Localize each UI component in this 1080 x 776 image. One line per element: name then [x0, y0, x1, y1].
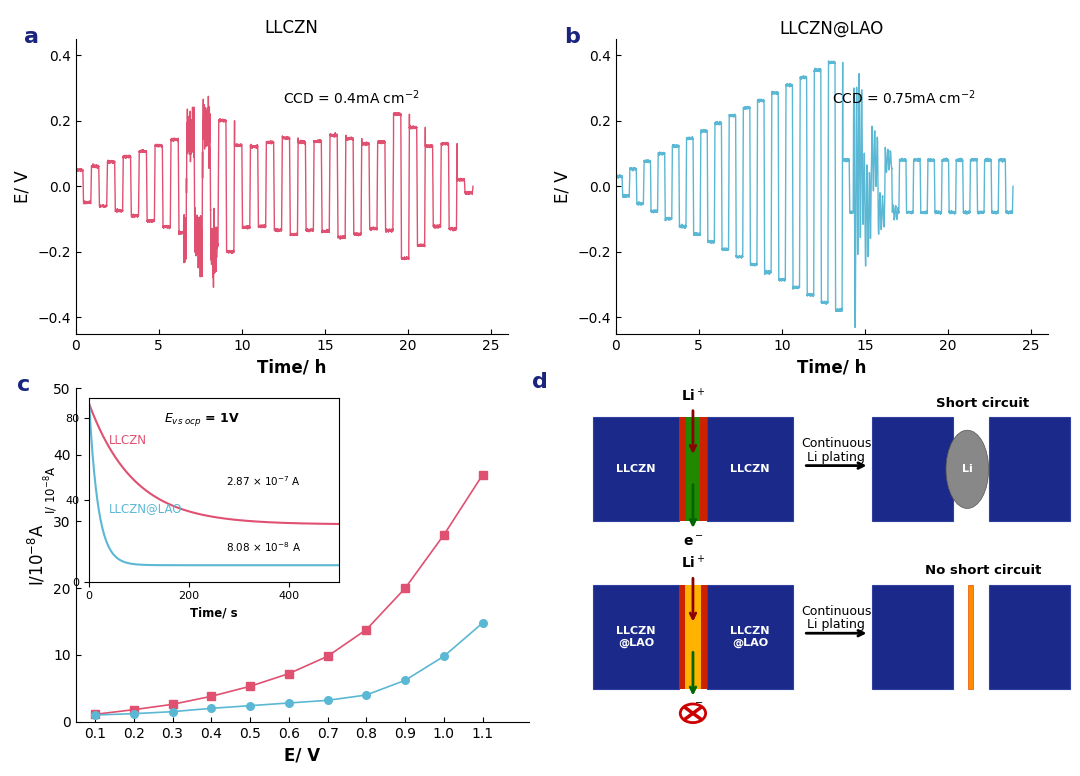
Text: Short circuit: Short circuit	[936, 397, 1029, 410]
Text: LLCZN
@LAO: LLCZN @LAO	[730, 626, 770, 648]
Bar	[700, 417, 707, 521]
Bar	[967, 585, 975, 689]
Bar	[872, 585, 954, 689]
Text: Li plating: Li plating	[808, 618, 865, 632]
Title: LLCZN@LAO: LLCZN@LAO	[780, 19, 883, 37]
Text: Li$^+$: Li$^+$	[680, 387, 705, 404]
Text: Continuous: Continuous	[801, 605, 872, 618]
Text: Continuous: Continuous	[801, 437, 872, 450]
Bar	[685, 585, 701, 689]
Bar	[593, 417, 679, 521]
Text: c: c	[16, 375, 30, 395]
Y-axis label: I/10$^{-8}$A: I/10$^{-8}$A	[26, 524, 48, 586]
Text: LLCZN: LLCZN	[616, 464, 656, 474]
Y-axis label: E/ V: E/ V	[14, 170, 31, 203]
Title: LLCZN: LLCZN	[265, 19, 319, 37]
Bar	[679, 585, 685, 689]
Bar	[988, 585, 1070, 689]
Text: a: a	[24, 27, 39, 47]
Bar	[707, 417, 793, 521]
Bar	[969, 585, 973, 689]
Bar	[872, 417, 954, 521]
Y-axis label: E/ V: E/ V	[554, 170, 571, 203]
Text: LLCZN: LLCZN	[730, 464, 770, 474]
Text: d: d	[531, 372, 548, 393]
Bar	[701, 585, 707, 689]
Text: CCD = 0.4mA cm$^{-2}$: CCD = 0.4mA cm$^{-2}$	[283, 88, 420, 106]
Bar	[593, 585, 679, 689]
Bar	[707, 585, 793, 689]
Text: b: b	[564, 27, 580, 47]
Bar	[679, 417, 686, 521]
X-axis label: E/ V: E/ V	[284, 746, 321, 764]
X-axis label: Time/ h: Time/ h	[257, 358, 326, 376]
Text: LLCZN
@LAO: LLCZN @LAO	[616, 626, 656, 648]
Ellipse shape	[946, 430, 988, 508]
Text: CCD = 0.75mA cm$^{-2}$: CCD = 0.75mA cm$^{-2}$	[832, 88, 975, 106]
Text: e$^-$: e$^-$	[683, 535, 703, 549]
X-axis label: Time/ h: Time/ h	[797, 358, 866, 376]
Text: e$^-$: e$^-$	[683, 702, 703, 716]
Text: Li$^+$: Li$^+$	[680, 555, 705, 572]
Text: Li: Li	[962, 464, 973, 474]
Circle shape	[680, 704, 705, 722]
Text: Li plating: Li plating	[808, 451, 865, 464]
Text: No short circuit: No short circuit	[924, 564, 1041, 577]
Bar	[686, 417, 700, 521]
Bar	[988, 417, 1070, 521]
